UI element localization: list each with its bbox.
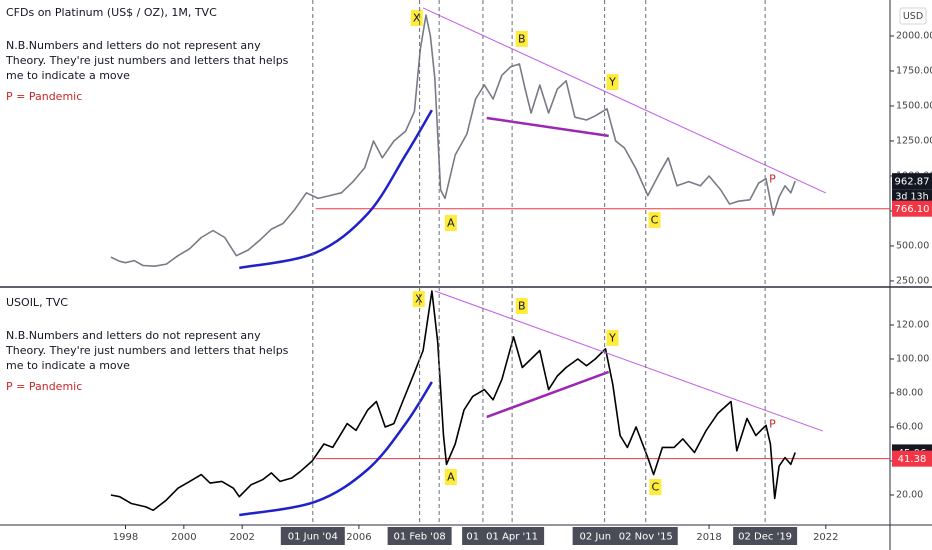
x-tick-label: 2000	[171, 532, 196, 543]
note-line: N.B.Numbers and letters do not represent…	[6, 329, 261, 342]
annotation: P	[769, 417, 776, 430]
annotation-box	[648, 211, 661, 228]
annotation-box	[606, 329, 619, 346]
legend-note: P = Pandemic	[6, 380, 82, 393]
price-label: 766.10	[895, 204, 930, 215]
trend-line	[486, 370, 610, 419]
annotation-box	[606, 74, 619, 91]
note-line: me to indicate a move	[6, 69, 130, 82]
x-tick-label: 2006	[346, 532, 371, 543]
price-label-box	[892, 173, 932, 190]
date-marker-box	[387, 527, 452, 545]
y-tick-label: 2000.00	[896, 30, 932, 41]
annotation-box	[649, 479, 662, 496]
date-marker-box	[613, 527, 678, 545]
annotation: Y	[608, 331, 616, 344]
note-line: Theory. They're just numbers and letters…	[5, 344, 289, 357]
x-tick-label: 2002	[229, 532, 254, 543]
price-line	[110, 14, 796, 267]
annotation-box	[515, 297, 528, 314]
date-marker-box	[733, 527, 798, 545]
x-tick-label: 2022	[813, 532, 838, 543]
trend-line	[434, 290, 824, 432]
y-tick-label: 250.00	[896, 275, 929, 286]
y-tick-label: 20.00	[896, 489, 923, 500]
x-tick-label: 1998	[113, 532, 138, 543]
chart-title: CFDs on Platinum (US$ / OZ), 1M, TVC	[6, 6, 217, 19]
plot-area	[110, 290, 890, 517]
y-tick-label: 100.00	[896, 354, 929, 365]
annotation: Y	[608, 76, 616, 89]
annotation: A	[447, 470, 455, 483]
price-label-box	[892, 200, 932, 217]
date-marker-label: 01 Jun '04	[288, 532, 338, 543]
currency-label: USD	[903, 11, 923, 22]
trend-line	[239, 109, 433, 270]
y-tick-label: 80.00	[896, 388, 923, 399]
annotation: X	[413, 12, 421, 25]
annotation: B	[518, 32, 526, 45]
date-marker-box	[280, 527, 345, 545]
price-note: 3d 13h	[895, 192, 928, 203]
trend-line	[239, 381, 433, 517]
annotation: C	[652, 481, 660, 494]
date-marker-label: 02 Nov '15	[619, 532, 673, 543]
annotation-box	[515, 30, 528, 47]
legend-note: P = Pandemic	[6, 90, 82, 103]
x-tick-label: 2018	[696, 532, 721, 543]
price-note-box	[892, 189, 932, 205]
annotation-box	[412, 291, 425, 308]
note-line: me to indicate a move	[6, 359, 130, 372]
price-label: 962.87	[895, 177, 930, 188]
note-line: N.B.Numbers and letters do not represent…	[6, 39, 261, 52]
annotation-box	[444, 214, 457, 231]
price-line	[110, 290, 796, 512]
date-marker-box	[480, 527, 545, 545]
y-tick-label: 1500.00	[896, 100, 932, 111]
price-label-box	[892, 450, 932, 467]
y-tick-label: 120.00	[896, 320, 929, 331]
chart-title: USOIL, TVC	[6, 296, 68, 309]
y-tick-label: 60.00	[896, 422, 923, 433]
y-tick-label: 1250.00	[896, 135, 932, 146]
annotation: P	[769, 172, 776, 185]
annotation: X	[415, 293, 423, 306]
trend-line	[422, 7, 827, 194]
date-marker-label: 01 Apr '11	[486, 532, 538, 543]
annotation: C	[651, 213, 659, 226]
y-tick-label: 1750.00	[896, 65, 932, 76]
annotation: B	[518, 299, 526, 312]
date-marker-label: 02 Dec '19	[738, 532, 792, 543]
annotation-box	[444, 468, 457, 485]
currency-box	[899, 7, 927, 25]
date-marker-label: 02 Jun '14	[580, 532, 630, 543]
note-line: Theory. They're just numbers and letters…	[5, 54, 289, 67]
plot-area	[110, 7, 890, 270]
annotation: A	[447, 216, 455, 229]
trend-line	[486, 116, 609, 138]
y-tick-label: 500.00	[896, 240, 929, 251]
date-marker-label: 01 Feb '08	[393, 532, 445, 543]
price-label: 41.38	[898, 454, 927, 465]
